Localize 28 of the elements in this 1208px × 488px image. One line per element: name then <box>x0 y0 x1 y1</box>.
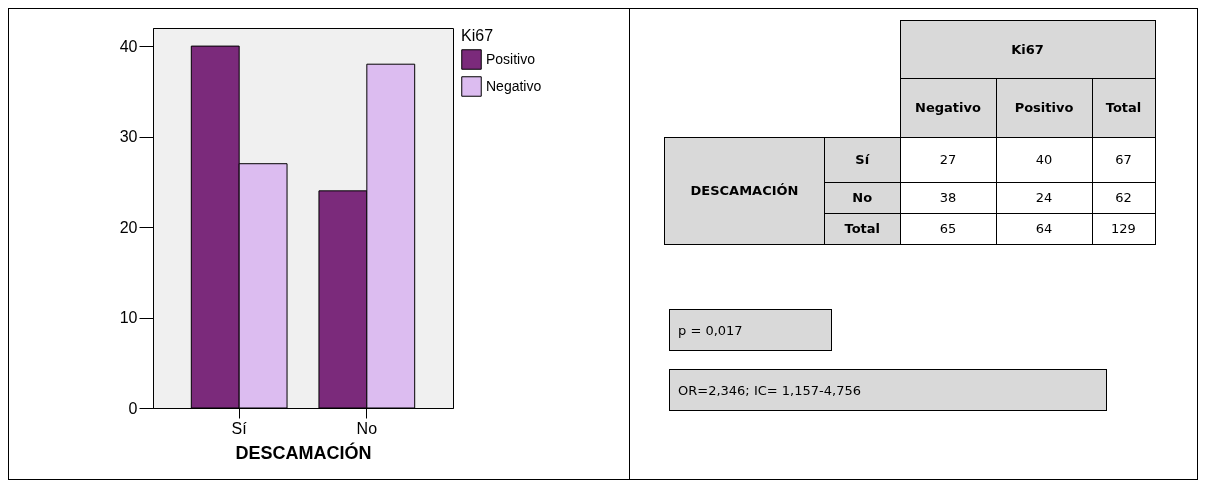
text: 24 <box>996 182 1092 213</box>
text: p = 0,017 <box>669 309 832 351</box>
text: OR=2,346; IC= 1,157-4,756 <box>669 369 1107 411</box>
text: Negativo <box>900 78 996 137</box>
y-tick-label: 20 <box>119 218 138 236</box>
text: 62 <box>1092 182 1155 213</box>
text: 64 <box>996 213 1092 244</box>
y-tick-label: 40 <box>119 37 138 55</box>
text: 129 <box>1092 213 1155 244</box>
text: Sí <box>824 137 900 182</box>
text: Ki67 <box>900 20 1155 79</box>
y-tick-label: 30 <box>119 128 138 146</box>
text: 38 <box>900 182 996 213</box>
legend-title: Ki67 <box>461 27 494 44</box>
text: 27 <box>900 137 996 182</box>
text: Total <box>824 213 900 244</box>
text: Positivo <box>996 78 1092 137</box>
y-tick-label: 10 <box>119 309 138 327</box>
x-axis-title: DESCAMACIÓN <box>235 441 372 463</box>
legend-label: Negativo <box>486 77 542 94</box>
text: No <box>824 182 900 213</box>
text: 40 <box>996 137 1092 182</box>
y-tick-label: 0 <box>128 399 138 417</box>
text: Total <box>1092 78 1155 137</box>
text: 65 <box>900 213 996 244</box>
text: 67 <box>1092 137 1155 182</box>
legend-label: Positivo <box>486 50 536 67</box>
text: DESCAMACIÓN <box>664 137 825 244</box>
